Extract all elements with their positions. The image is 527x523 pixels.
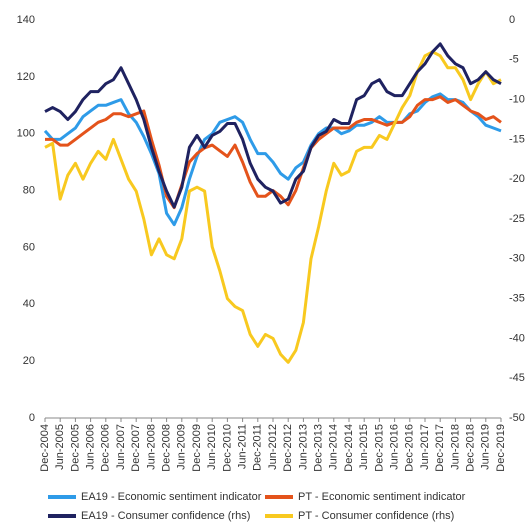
x-tick-label: Jun-2014	[328, 424, 340, 470]
x-tick-label: Jun-2017	[419, 424, 431, 470]
x-tick-label: Jun-2018	[449, 424, 461, 470]
y2-tick-label: -20	[509, 173, 525, 185]
x-tick-label: Jun-2008	[145, 424, 157, 470]
y2-tick-label: -15	[509, 133, 525, 145]
x-tick-label: Dec-2014	[343, 424, 355, 472]
x-tick-label: Dec-2011	[252, 424, 264, 471]
y2-tick-label: -35	[509, 293, 525, 305]
y2-tick-label: -10	[509, 94, 525, 106]
x-tick-label: Jun-2012	[267, 424, 279, 470]
x-tick-label: Dec-2016	[404, 424, 416, 472]
x-tick-label: Jun-2019	[480, 424, 492, 470]
y-tick-label: 60	[23, 241, 35, 253]
legend-label: EA19 - Economic sentiment indicator	[81, 491, 262, 503]
x-tick-label: Dec-2008	[161, 424, 173, 472]
y-tick-label: 140	[17, 14, 35, 26]
x-tick-label: Dec-2012	[282, 424, 294, 472]
legend-label: PT - Consumer confidence (rhs)	[298, 510, 454, 522]
y2-tick-label: -45	[509, 372, 525, 384]
x-tick-label: Jun-2009	[176, 424, 188, 470]
y-tick-label: 120	[17, 71, 35, 83]
y-tick-label: 0	[29, 412, 35, 424]
x-tick-label: Jun-2016	[389, 424, 401, 470]
x-tick-label: Jun-2015	[358, 424, 370, 470]
x-tick-label: Jun-2013	[297, 424, 309, 470]
x-tick-label: Dec-2018	[465, 424, 477, 472]
y-tick-label: 100	[17, 128, 35, 140]
x-tick-label: Jun-2010	[206, 424, 218, 470]
x-tick-label: Dec-2005	[69, 424, 81, 472]
y-tick-label: 80	[23, 184, 35, 196]
y-tick-label: 20	[23, 355, 35, 367]
y-tick-label: 40	[23, 298, 35, 310]
x-tick-label: Jun-2007	[115, 424, 127, 470]
legend-label: PT - Economic sentiment indicator	[298, 491, 466, 503]
x-tick-label: Dec-2009	[191, 424, 203, 472]
y2-tick-label: -50	[509, 412, 525, 424]
y2-tick-label: -30	[509, 253, 525, 265]
y2-tick-label: -40	[509, 332, 525, 344]
x-tick-label: Dec-2015	[373, 424, 385, 472]
y2-tick-label: -25	[509, 213, 525, 225]
x-tick-label: Dec-2004	[39, 424, 51, 472]
x-tick-label: Dec-2019	[495, 424, 507, 472]
x-tick-label: Jun-2005	[54, 424, 66, 470]
x-tick-label: Dec-2017	[434, 424, 446, 472]
x-tick-label: Dec-2007	[130, 424, 142, 472]
x-tick-label: Jun-2006	[85, 424, 97, 470]
legend-label: EA19 - Consumer confidence (rhs)	[81, 510, 250, 522]
x-tick-label: Dec-2010	[221, 424, 233, 472]
x-tick-label: Dec-2013	[313, 424, 325, 472]
series-line	[44, 50, 502, 364]
x-tick-label: Dec-2006	[100, 424, 112, 472]
y2-tick-label: 0	[509, 14, 515, 26]
series-line	[44, 42, 502, 209]
x-tick-label: Jun-2011	[237, 424, 249, 469]
y2-tick-label: -5	[509, 54, 519, 66]
series-line	[43, 92, 502, 227]
